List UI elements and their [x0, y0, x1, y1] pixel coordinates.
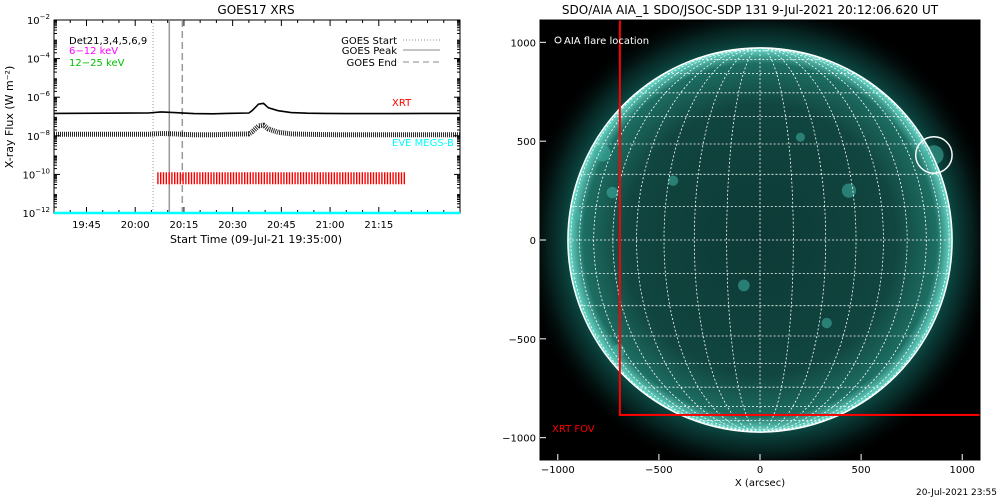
legend-energy-12-25: 12−25 keV	[69, 58, 125, 69]
active-region	[593, 144, 611, 162]
series-label-xrt: XRT	[392, 98, 412, 109]
grid-meridian	[579, 47, 761, 433]
x-tick-label: 20:30	[218, 220, 247, 231]
goes-chart-title: GOES17 XRS	[217, 3, 294, 17]
y-tick-label: 10−12	[22, 206, 50, 220]
active-region	[924, 145, 944, 165]
x-tick-label: 20:45	[267, 220, 296, 231]
active-region	[841, 183, 857, 198]
legend-goes-peak: GOES Peak	[342, 46, 397, 57]
aia-y-tick-label: −500	[509, 335, 536, 346]
legend-flare-marker	[554, 36, 562, 44]
legend-goes-end: GOES End	[347, 58, 397, 69]
active-region	[611, 344, 625, 358]
active-region	[667, 175, 679, 186]
active-region	[606, 186, 619, 199]
active-region	[738, 279, 750, 292]
grid-meridian	[759, 47, 927, 433]
active-region	[795, 132, 805, 142]
aia-y-tick-label: 1000	[511, 38, 536, 49]
grid-meridian	[726, 47, 761, 433]
aia-x-tick-label: −500	[645, 465, 672, 476]
solar-limb	[567, 47, 953, 433]
x-tick-label: 21:00	[316, 220, 345, 231]
aia-title: SDO/AIA AIA_1 SDO/JSOC-SDP 131 9-Jul-202…	[562, 3, 939, 17]
x-tick-label: 19:45	[72, 220, 101, 231]
aia-xlabel: X (arcsec)	[735, 478, 785, 489]
series-line-xrt	[53, 102, 460, 115]
legend-goes-start: GOES Start	[341, 36, 397, 47]
xrt-fov-label: XRT FOV	[552, 424, 595, 435]
aia-image-panel: SDO/AIA AIA_1 SDO/JSOC-SDP 131 9-Jul-202…	[502, 3, 997, 498]
series-label-eve: EVE MEGS-B	[392, 138, 454, 149]
aia-x-tick-label: 1000	[949, 465, 974, 476]
goes-lower-curve	[54, 122, 460, 138]
y-tick-label: 10−4	[27, 52, 51, 66]
y-tick-label: 10−6	[27, 90, 51, 104]
legend-energy-6-12: 6−12 keV	[69, 46, 118, 57]
goes-xrs-chart: GOES17 XRS 10−12 10−10 10−8 10−6 10−4 10−2 19:…	[3, 3, 461, 246]
x-tick-label: 21:15	[364, 220, 393, 231]
x-tick-label: 20:15	[170, 220, 199, 231]
legend-flare-location: AIA flare location	[564, 36, 649, 47]
aia-x-tick-label: 0	[757, 465, 763, 476]
aia-x-tick-label: −1000	[541, 465, 575, 476]
flare-location-circle	[914, 136, 953, 174]
y-tick-label: 10−2	[27, 13, 50, 27]
y-tick-label: 10−8	[27, 129, 50, 143]
aia-x-tick-label: 500	[852, 465, 871, 476]
legend-det-label: Det21,3,4,5,6,9	[69, 36, 147, 47]
active-region	[573, 211, 583, 221]
active-region	[821, 317, 832, 329]
x-tick-label: 20:00	[121, 220, 150, 231]
grid-meridian	[636, 47, 761, 433]
xrt-fov-box	[618, 20, 980, 416]
footer-timestamp: 20-Jul-2021 23:55	[916, 488, 997, 498]
y-tick-label: 10−10	[22, 167, 50, 181]
aia-y-tick-label: 500	[517, 137, 536, 148]
goes-xlabel: Start Time (09-Jul-21 19:35:00)	[170, 233, 342, 246]
aia-y-tick-label: −1000	[502, 434, 536, 445]
goes-ylabel: X-ray Flux (W m⁻²)	[3, 66, 16, 168]
aia-y-tick-label: 0	[530, 236, 536, 247]
